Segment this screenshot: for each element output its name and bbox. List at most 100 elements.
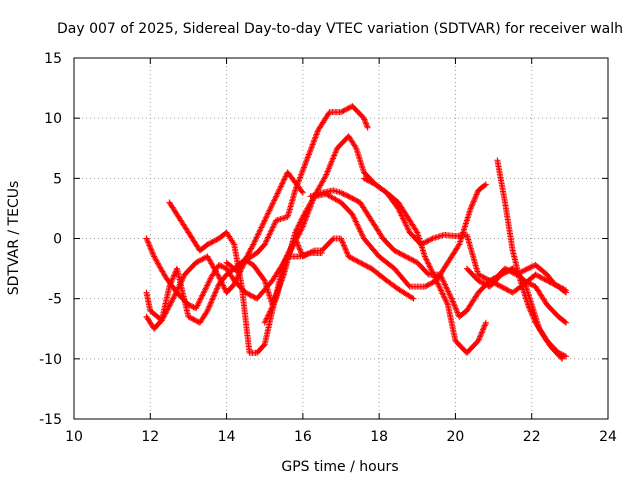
data-point xyxy=(479,273,486,280)
data-point xyxy=(535,272,542,279)
data-point xyxy=(476,272,483,279)
data-point xyxy=(204,307,211,314)
data-point xyxy=(148,246,155,253)
data-point xyxy=(201,288,208,295)
data-point xyxy=(246,248,253,255)
data-point xyxy=(171,292,178,299)
data-point xyxy=(267,228,274,235)
data-point xyxy=(471,197,478,204)
x-tick-label: 10 xyxy=(65,429,83,445)
data-point xyxy=(354,222,361,229)
series-pass-3 xyxy=(143,181,489,332)
data-point xyxy=(263,316,270,323)
data-point xyxy=(194,258,201,265)
data-point xyxy=(350,214,357,221)
data-point xyxy=(444,287,451,294)
data-point xyxy=(345,105,352,112)
data-point xyxy=(277,183,284,190)
data-point xyxy=(523,266,530,273)
data-point xyxy=(434,280,441,287)
data-point xyxy=(206,302,213,309)
data-point xyxy=(364,123,371,130)
data-point xyxy=(502,285,509,292)
data-point xyxy=(298,188,305,195)
data-point xyxy=(406,255,413,262)
data-point xyxy=(308,248,315,255)
data-point xyxy=(346,194,353,201)
data-point xyxy=(361,117,368,124)
data-point xyxy=(221,285,228,292)
data-point xyxy=(429,279,436,286)
data-point xyxy=(297,247,304,254)
data-point xyxy=(261,218,268,225)
data-point xyxy=(484,276,491,283)
data-point xyxy=(165,303,172,310)
data-point xyxy=(146,242,153,249)
data-point xyxy=(505,287,512,294)
data-point xyxy=(536,273,543,280)
data-point xyxy=(325,165,332,172)
data-point xyxy=(323,171,330,178)
data-point xyxy=(262,318,269,325)
data-point xyxy=(470,198,477,205)
data-point xyxy=(341,243,348,250)
data-point xyxy=(498,283,505,290)
data-point xyxy=(199,256,206,263)
data-point xyxy=(187,302,194,309)
data-point xyxy=(476,278,483,285)
data-point xyxy=(195,258,202,265)
data-point xyxy=(196,257,203,264)
data-point xyxy=(270,199,277,206)
data-point xyxy=(445,288,452,295)
data-point xyxy=(362,262,369,269)
data-point xyxy=(310,248,317,255)
data-point xyxy=(193,317,200,324)
data-point xyxy=(199,292,206,299)
data-point xyxy=(297,228,304,235)
data-point xyxy=(246,291,253,298)
data-point xyxy=(287,248,294,255)
data-point xyxy=(212,237,219,244)
data-point xyxy=(324,168,331,175)
data-point xyxy=(295,233,302,240)
data-point xyxy=(477,332,484,339)
data-point xyxy=(340,107,347,114)
data-point xyxy=(148,247,155,254)
data-point xyxy=(441,294,448,301)
data-point xyxy=(265,234,272,241)
data-point xyxy=(399,215,406,222)
y-tick-label: -5 xyxy=(48,292,62,308)
data-point xyxy=(305,209,312,216)
data-point xyxy=(561,318,568,325)
data-point xyxy=(354,221,361,228)
data-point xyxy=(409,294,416,301)
data-point xyxy=(308,200,315,207)
data-point xyxy=(559,285,566,292)
data-point xyxy=(349,195,356,202)
data-point xyxy=(353,257,360,264)
data-point xyxy=(186,302,193,309)
data-point xyxy=(480,280,487,287)
axis-ticks: 10 12 14 16 18 20 22 24 -15 -10 -5 0 5 10 15 xyxy=(39,51,617,445)
data-point xyxy=(329,155,336,162)
data-point xyxy=(309,197,316,204)
data-point xyxy=(480,325,487,332)
data-point xyxy=(558,354,565,361)
data-point xyxy=(502,265,509,272)
data-point xyxy=(480,326,487,333)
data-point xyxy=(256,228,263,235)
data-point xyxy=(305,152,312,159)
data-point xyxy=(271,220,278,227)
data-point xyxy=(212,289,219,296)
data-point xyxy=(267,306,274,313)
data-point xyxy=(253,234,260,241)
data-point xyxy=(217,276,224,283)
data-point xyxy=(296,230,303,237)
data-point xyxy=(205,306,212,313)
data-point xyxy=(273,193,280,200)
data-point xyxy=(510,270,517,277)
data-point xyxy=(522,266,529,273)
data-point xyxy=(524,265,531,272)
data-point xyxy=(305,151,312,158)
data-point xyxy=(265,210,272,217)
